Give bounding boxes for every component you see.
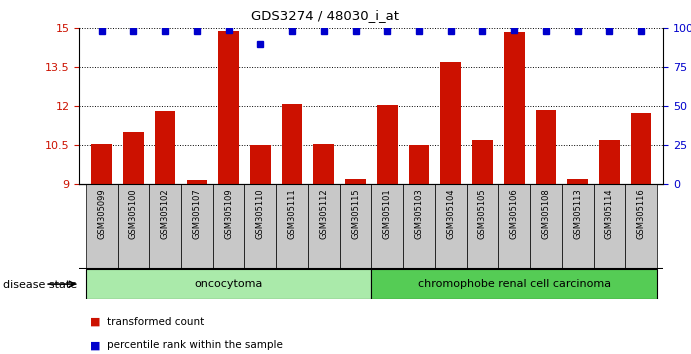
Bar	[631, 113, 652, 184]
Text: GSM305102: GSM305102	[160, 188, 170, 239]
Bar	[187, 180, 207, 184]
Text: GSM305112: GSM305112	[319, 188, 328, 239]
Bar	[123, 132, 144, 184]
Bar	[536, 110, 556, 184]
Text: ■: ■	[90, 317, 100, 327]
Text: GSM305103: GSM305103	[415, 188, 424, 239]
Text: GSM305109: GSM305109	[224, 188, 233, 239]
Text: percentile rank within the sample: percentile rank within the sample	[107, 340, 283, 350]
Bar	[498, 184, 530, 269]
Text: GSM305106: GSM305106	[510, 188, 519, 239]
Bar	[408, 145, 429, 184]
Bar	[530, 184, 562, 269]
Text: GDS3274 / 48030_i_at: GDS3274 / 48030_i_at	[251, 9, 399, 22]
Bar	[372, 269, 657, 299]
Text: disease state: disease state	[3, 280, 77, 290]
Bar	[213, 184, 245, 269]
Bar	[625, 184, 657, 269]
Text: GSM305115: GSM305115	[351, 188, 360, 239]
Bar	[567, 179, 588, 184]
Bar	[155, 112, 176, 184]
Text: GSM305111: GSM305111	[287, 188, 296, 239]
Bar	[218, 31, 239, 184]
Bar	[403, 184, 435, 269]
Text: GSM305108: GSM305108	[542, 188, 551, 239]
Bar	[276, 184, 308, 269]
Bar	[440, 62, 461, 184]
Bar	[594, 184, 625, 269]
Bar	[562, 184, 594, 269]
Bar	[86, 184, 117, 269]
Bar	[372, 184, 403, 269]
Bar	[91, 144, 112, 184]
Text: GSM305099: GSM305099	[97, 188, 106, 239]
Bar	[245, 184, 276, 269]
Text: GSM305100: GSM305100	[129, 188, 138, 239]
Text: GSM305110: GSM305110	[256, 188, 265, 239]
Text: GSM305113: GSM305113	[573, 188, 583, 239]
Bar	[377, 105, 397, 184]
Text: GSM305114: GSM305114	[605, 188, 614, 239]
Text: oncocytoma: oncocytoma	[194, 279, 263, 289]
Text: GSM305105: GSM305105	[478, 188, 487, 239]
Text: chromophobe renal cell carcinoma: chromophobe renal cell carcinoma	[417, 279, 611, 289]
Bar	[472, 140, 493, 184]
Bar	[181, 184, 213, 269]
Bar	[466, 184, 498, 269]
Bar	[86, 269, 372, 299]
Text: GSM305116: GSM305116	[636, 188, 645, 239]
Bar	[435, 184, 466, 269]
Text: GSM305107: GSM305107	[192, 188, 201, 239]
Bar	[282, 104, 303, 184]
Text: ■: ■	[90, 340, 100, 350]
Bar	[346, 179, 366, 184]
Text: GSM305104: GSM305104	[446, 188, 455, 239]
Text: GSM305101: GSM305101	[383, 188, 392, 239]
Bar	[504, 32, 524, 184]
Bar	[314, 144, 334, 184]
Text: transformed count: transformed count	[107, 317, 205, 327]
Bar	[340, 184, 372, 269]
Bar	[308, 184, 340, 269]
Bar	[149, 184, 181, 269]
Bar	[250, 145, 271, 184]
Bar	[117, 184, 149, 269]
Bar	[599, 140, 620, 184]
